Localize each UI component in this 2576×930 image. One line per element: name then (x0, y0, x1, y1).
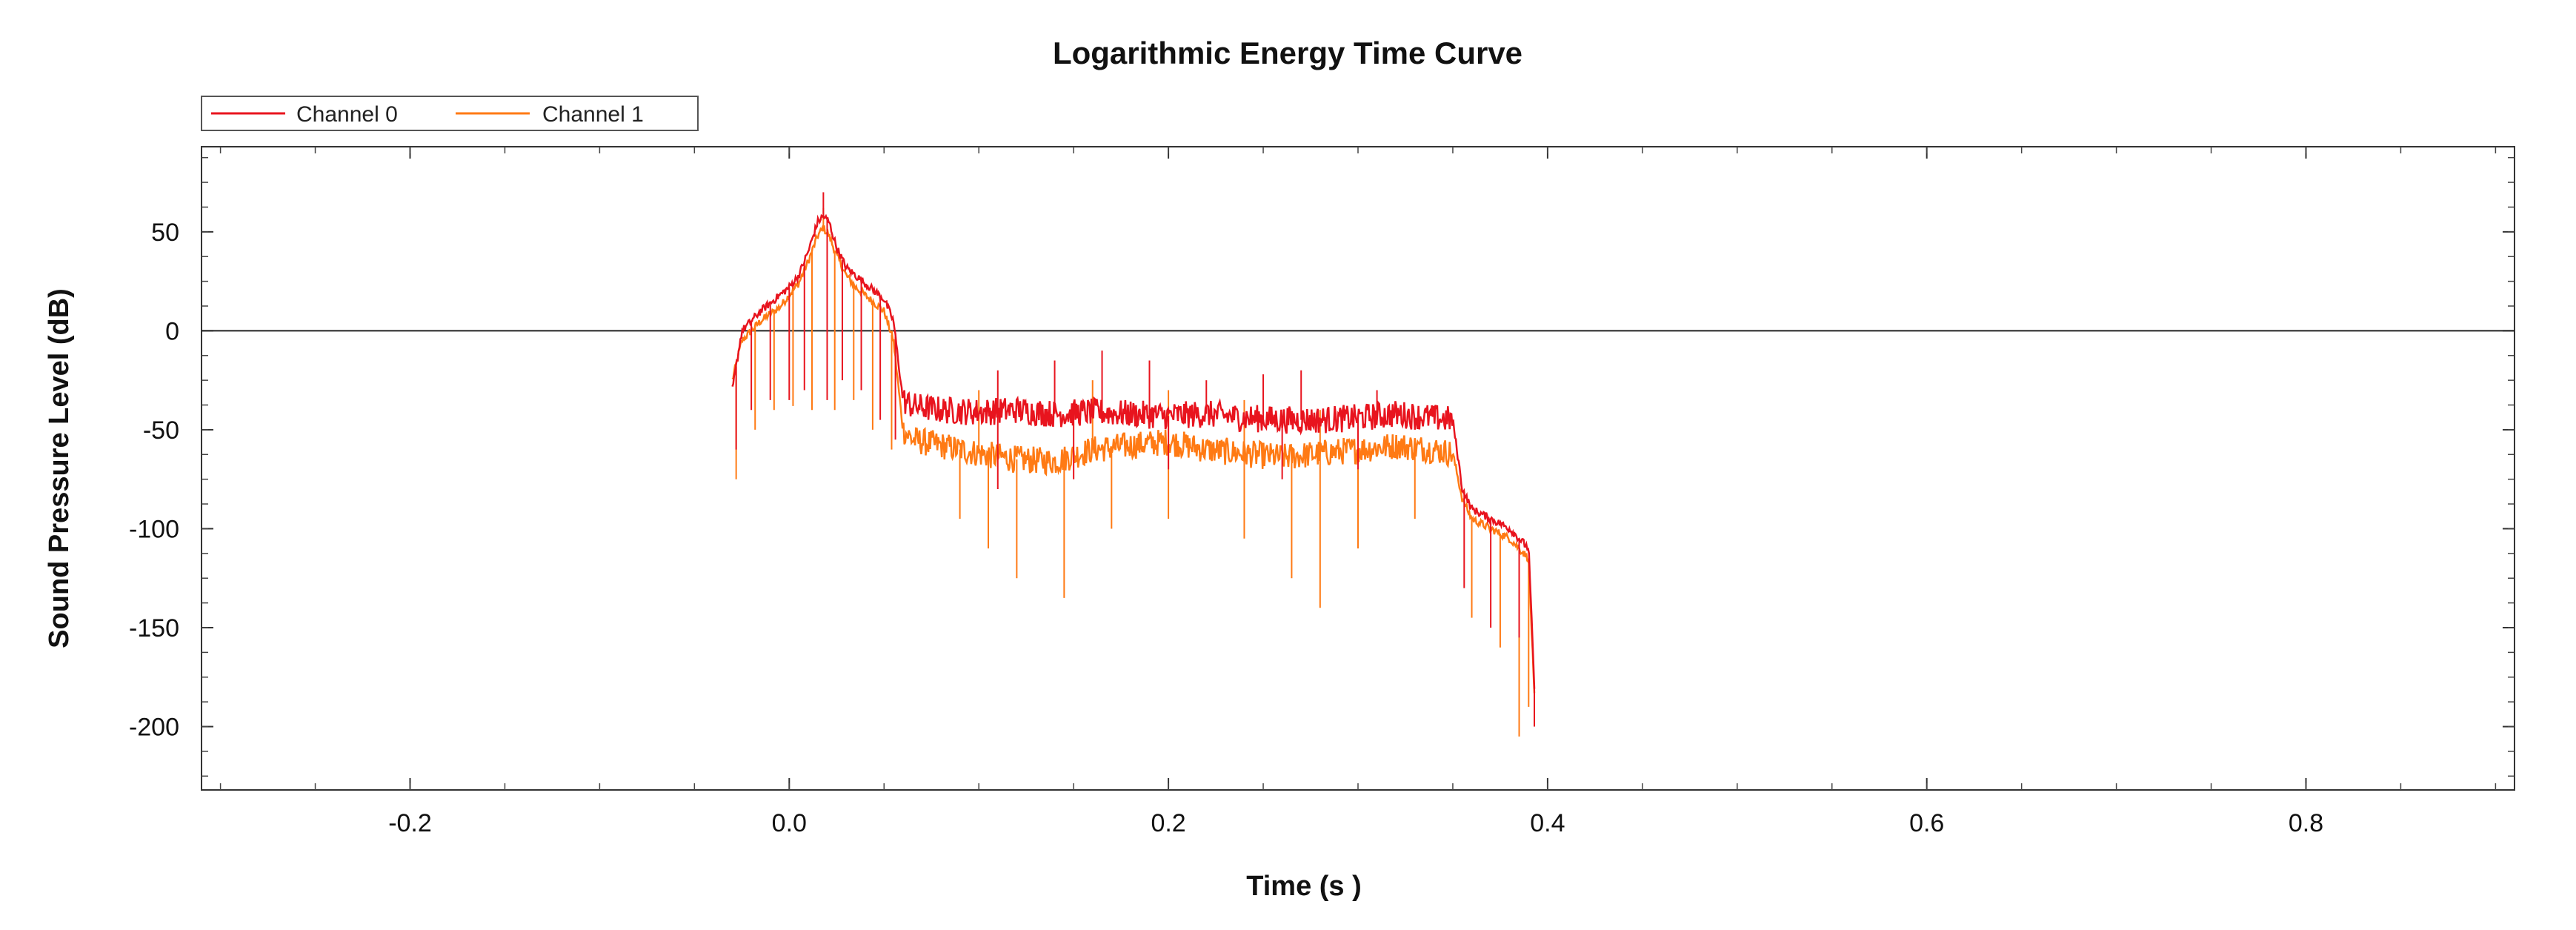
y-tick-label: -200 (129, 714, 179, 742)
y-axis-label: Sound Pressure Level (dB) (44, 288, 75, 648)
series-layer (731, 192, 1536, 737)
x-tick-label: 0.2 (1151, 809, 1185, 837)
x-tick-label: -0.2 (388, 809, 432, 837)
legend: Channel 0 Channel 1 (201, 96, 699, 131)
x-tick-label: 0.0 (772, 809, 807, 837)
y-tick-label: -50 (143, 416, 179, 445)
y-tick-label: -150 (129, 614, 179, 642)
series-line-channel-1 (731, 225, 1536, 694)
x-tick-label: 0.8 (2289, 809, 2323, 837)
x-axis-label: Time (s ) (1246, 871, 1362, 902)
series-line-channel-0 (731, 213, 1536, 689)
y-tick-label: 0 (165, 317, 179, 345)
y-tick-label: -100 (129, 515, 179, 543)
chart-title: Logarithmic Energy Time Curve (1053, 36, 1522, 70)
legend-label-channel-0: Channel 0 (296, 102, 398, 127)
tick-labels: -0.2 0.0 0.2 0.4 0.6 0.8 50 0 -50 -100 -150 -200 (129, 219, 2323, 837)
x-tick-label: 0.4 (1530, 809, 1565, 837)
series-channel-0 (731, 192, 1536, 727)
y-tick-label: 50 (151, 219, 179, 247)
series-channel-1 (731, 207, 1536, 737)
legend-label-channel-1: Channel 1 (542, 102, 644, 127)
x-tick-label: 0.6 (1909, 809, 1944, 837)
